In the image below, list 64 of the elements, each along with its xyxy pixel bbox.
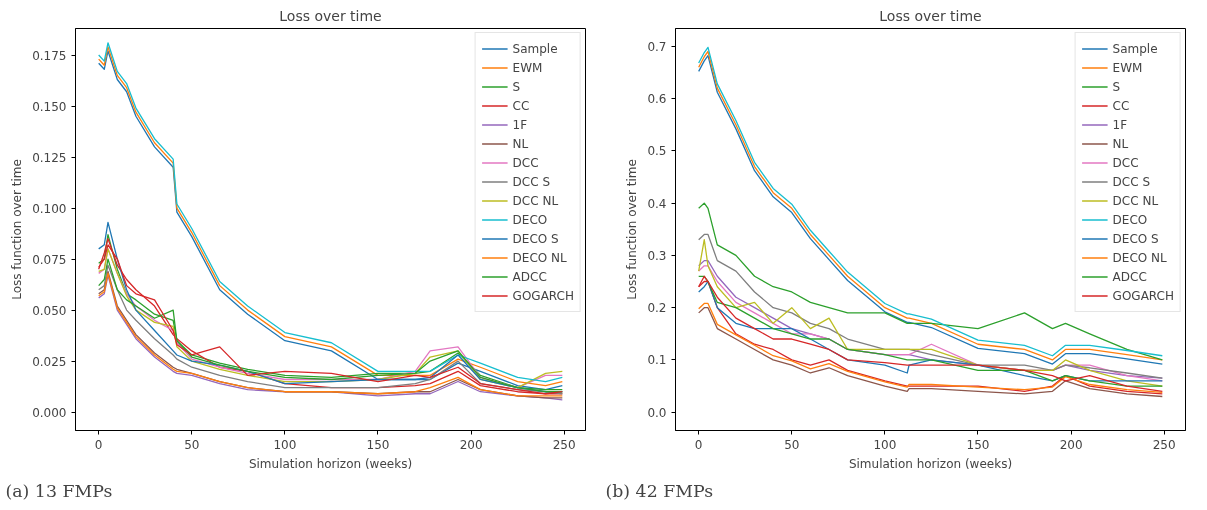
y-tick-label: 0.125: [32, 150, 67, 165]
legend-label: DCC: [512, 154, 539, 172]
legend-label: EWM: [512, 59, 543, 77]
legend-label: NL: [1112, 135, 1130, 153]
legend-label: EWM: [1112, 59, 1143, 77]
legend-label: CC: [512, 97, 531, 115]
x-axis-title: Simulation horizon (weeks): [248, 456, 413, 471]
x-tick-label: 150: [966, 437, 990, 452]
legend-label: DECO NL: [512, 249, 567, 267]
y-tick-label: 0.5: [647, 144, 667, 159]
legend-label: NL: [512, 135, 530, 153]
legend-label: GOGARCH: [512, 287, 574, 305]
legend-label: 1F: [1112, 116, 1129, 134]
y-axis-title: Loss function over time: [625, 159, 640, 300]
x-tick-label: 150: [366, 437, 390, 452]
legend-label: Sample: [512, 40, 558, 58]
y-tick-label: 0.100: [32, 201, 67, 216]
x-tick-label: 0: [94, 437, 103, 452]
legend-label: DCC NL: [512, 192, 559, 210]
y-tick-label: 0.025: [32, 354, 67, 369]
y-tick-label: 0.050: [32, 303, 67, 318]
legend-label: DCC NL: [1112, 192, 1159, 210]
y-tick-label: 0.3: [647, 248, 667, 263]
x-tick-label: 50: [184, 437, 200, 452]
text: (b) 42 FMPs: [605, 480, 714, 501]
x-axis-title: Simulation horizon (weeks): [848, 456, 1013, 471]
y-tick-label: 0.4: [647, 196, 667, 211]
legend-label: DECO S: [1112, 230, 1159, 248]
y-tick-label: 0.0: [647, 405, 667, 420]
legend-label: DECO S: [512, 230, 559, 248]
y-tick-label: 0.175: [32, 48, 67, 63]
y-tick-label: 0.000: [32, 405, 67, 420]
y-tick-label: 0.7: [647, 39, 667, 54]
x-tick-label: 100: [873, 437, 897, 452]
legend-label: DECO: [512, 211, 548, 229]
chart-title: Loss over time: [279, 7, 382, 24]
legend-label: S: [512, 78, 522, 96]
y-tick-label: 0.1: [647, 353, 667, 368]
x-tick-label: 200: [459, 437, 483, 452]
text: (a) 13 FMPs: [5, 480, 113, 501]
x-tick-label: 0: [694, 437, 703, 452]
legend-label: DECO: [1112, 211, 1148, 229]
legend-label: Sample: [1112, 40, 1158, 58]
y-tick-label: 0.2: [647, 301, 667, 316]
legend-label: GOGARCH: [1112, 287, 1174, 305]
legend-label: S: [1112, 78, 1122, 96]
x-tick-label: 250: [552, 437, 576, 452]
x-tick-label: 250: [1152, 437, 1176, 452]
legend-label: CC: [1112, 97, 1131, 115]
legend-label: DCC S: [1112, 173, 1151, 191]
y-axis-title: Loss function over time: [10, 159, 25, 300]
x-tick-label: 100: [273, 437, 297, 452]
legend-label: ADCC: [512, 268, 547, 286]
x-tick-label: 50: [784, 437, 800, 452]
legend-label: DCC S: [512, 173, 551, 191]
y-tick-label: 0.6: [647, 92, 667, 107]
chart-title: Loss over time: [879, 7, 982, 24]
legend-label: ADCC: [1112, 268, 1147, 286]
legend-label: DECO NL: [1112, 249, 1167, 267]
y-tick-label: 0.075: [32, 252, 67, 267]
y-tick-label: 0.150: [32, 99, 67, 114]
x-tick-label: 200: [1059, 437, 1083, 452]
legend-label: DCC: [1112, 154, 1139, 172]
legend-label: 1F: [512, 116, 529, 134]
